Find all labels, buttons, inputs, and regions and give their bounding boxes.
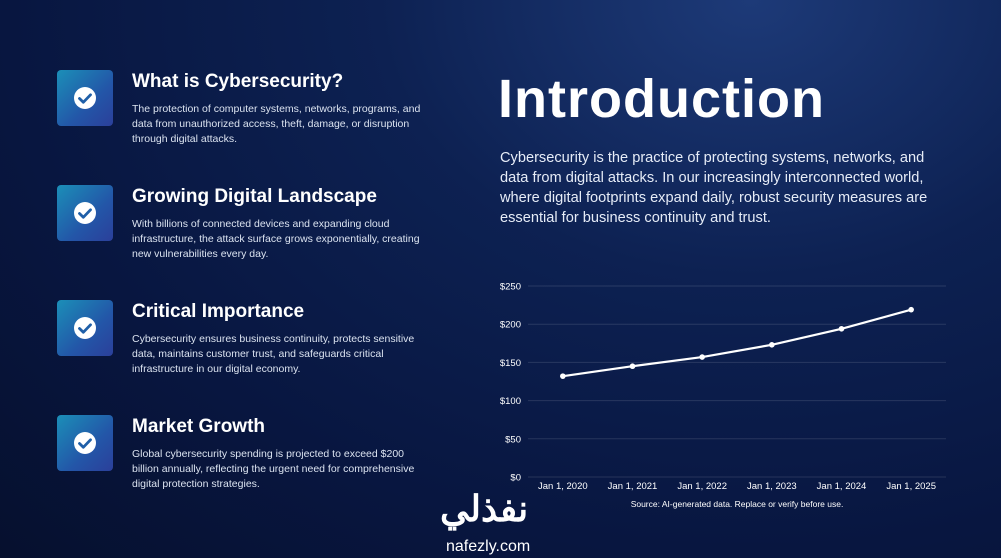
card-title: What is Cybersecurity? xyxy=(132,71,344,92)
point xyxy=(699,354,705,360)
x-tick-label: Jan 1, 2024 xyxy=(817,481,867,492)
card-text: Cybersecurity ensures business continuit… xyxy=(132,333,415,375)
x-tick-label: Jan 1, 2023 xyxy=(747,481,797,492)
y-tick-label: $150 xyxy=(500,358,521,369)
card-title: Growing Digital Landscape xyxy=(132,186,377,207)
source-note: Source: AI-generated data. Replace or ve… xyxy=(631,499,844,509)
card-text: With billions of connected devices and e… xyxy=(132,218,420,260)
card-text: The protection of computer systems, netw… xyxy=(132,103,421,145)
x-tick-label: Jan 1, 2022 xyxy=(677,481,727,492)
point xyxy=(560,373,566,379)
check-icon xyxy=(57,185,113,241)
intro-title: Introduction xyxy=(498,69,825,129)
card-text: Global cybersecurity spending is project… xyxy=(132,448,415,490)
point xyxy=(629,363,636,370)
point xyxy=(908,306,914,313)
y-tick-label: $100 xyxy=(500,396,521,407)
card-title: Critical Importance xyxy=(132,301,305,322)
y-tick-label: $200 xyxy=(500,320,521,331)
intro-text: Cybersecurity is the practice of protect… xyxy=(500,150,928,226)
point xyxy=(838,325,845,332)
check-icon xyxy=(57,70,113,126)
x-tick-label: Jan 1, 2025 xyxy=(886,481,936,492)
y-tick-label: $50 xyxy=(505,434,521,445)
check-icon xyxy=(57,300,113,356)
y-tick-label: $250 xyxy=(500,282,521,293)
watermark-site: nafezly.com xyxy=(446,538,531,555)
line xyxy=(562,308,912,378)
point xyxy=(769,342,775,348)
y-tick-label: $0 xyxy=(510,473,521,484)
card-title: Market Growth xyxy=(132,416,266,437)
watermark-arabic: نفذلي xyxy=(440,488,529,529)
check-icon xyxy=(57,415,113,471)
x-tick-label: Jan 1, 2021 xyxy=(608,481,658,492)
x-tick-label: Jan 1, 2020 xyxy=(538,481,588,492)
